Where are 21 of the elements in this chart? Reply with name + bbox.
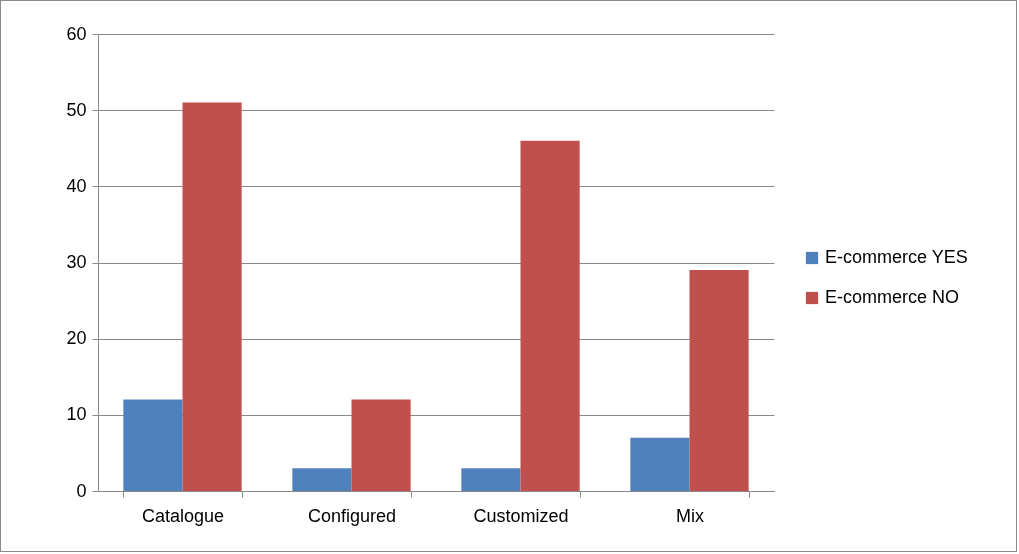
- bar: [123, 399, 183, 491]
- bar: [520, 140, 580, 491]
- bar: [182, 102, 242, 491]
- bar: [689, 270, 749, 491]
- y-tick-label: 50: [66, 99, 87, 120]
- bar: [630, 437, 690, 491]
- y-tick-label: 40: [66, 175, 87, 196]
- x-tick-label: Configured: [307, 505, 397, 526]
- y-tick-label: 0: [76, 480, 87, 501]
- y-tick-label: 60: [66, 23, 87, 44]
- x-tick-label: Customized: [473, 505, 569, 526]
- x-tick-label: Mix: [676, 505, 704, 526]
- bar: [292, 468, 352, 491]
- x-tick-label: Catalogue: [141, 505, 225, 526]
- y-tick-label: 20: [66, 328, 87, 349]
- y-tick-label: 10: [66, 404, 87, 425]
- legend-label: E-commerce YES: [825, 247, 968, 267]
- bar: [461, 468, 521, 491]
- y-tick-label: 30: [66, 252, 87, 272]
- bar: [351, 399, 411, 491]
- legend-label: E-commerce NO: [825, 287, 960, 307]
